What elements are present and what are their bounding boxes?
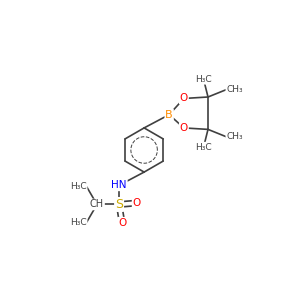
Text: H₃C: H₃C xyxy=(70,182,87,191)
Text: H₃C: H₃C xyxy=(195,142,212,152)
Text: O: O xyxy=(133,198,141,208)
Text: CH₃: CH₃ xyxy=(226,85,243,94)
Text: CH₃: CH₃ xyxy=(226,132,243,141)
Text: HN: HN xyxy=(111,180,127,190)
Text: O: O xyxy=(180,94,188,103)
Text: B: B xyxy=(165,110,173,120)
Text: CH: CH xyxy=(90,200,104,209)
Text: H₃C: H₃C xyxy=(195,75,212,84)
Text: H₃C: H₃C xyxy=(70,218,87,226)
Text: S: S xyxy=(115,198,123,211)
Text: O: O xyxy=(118,218,126,228)
Text: O: O xyxy=(180,123,188,133)
